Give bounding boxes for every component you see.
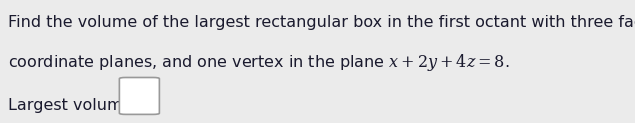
Text: Largest volume is: Largest volume is xyxy=(8,98,150,113)
FancyBboxPatch shape xyxy=(119,77,159,114)
Text: coordinate planes, and one vertex in the plane $x + 2y + 4z = 8$.: coordinate planes, and one vertex in the… xyxy=(8,52,510,73)
Text: Find the volume of the largest rectangular box in the first octant with three fa: Find the volume of the largest rectangul… xyxy=(8,15,635,30)
